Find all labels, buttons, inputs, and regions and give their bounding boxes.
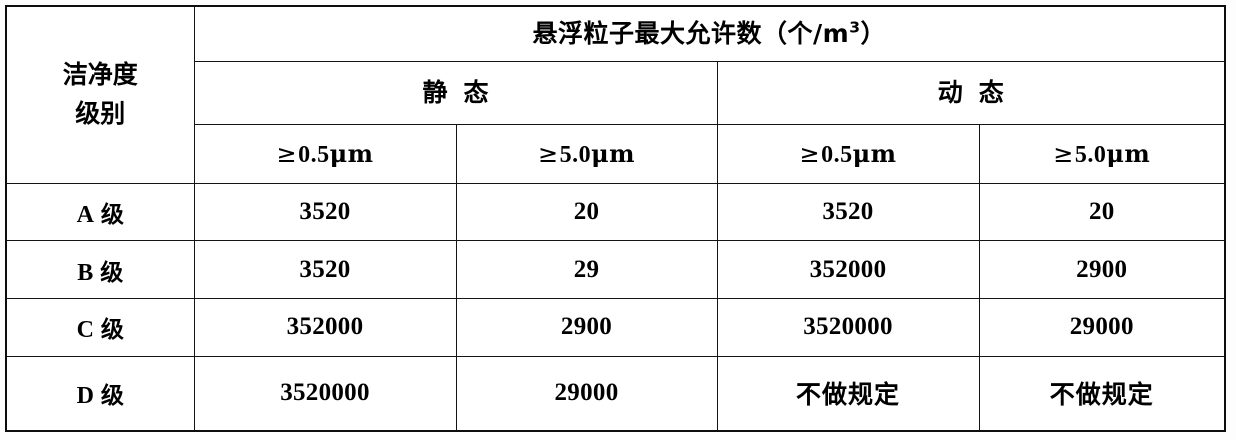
grade-suffix: 级 bbox=[100, 201, 124, 228]
size-unit: μm bbox=[591, 138, 636, 168]
header-cell-dynamic-50: ≥5.0μm bbox=[978, 123, 1226, 184]
ge-symbol: ≥ bbox=[1053, 139, 1074, 168]
cell-dynamic-05: 3520 bbox=[716, 182, 980, 242]
grade-letter: C bbox=[76, 317, 94, 344]
grade-letter: A bbox=[76, 201, 94, 228]
state-label-static: 静态 bbox=[422, 78, 505, 108]
airborne-particle-limits-table: 洁净度 级别 悬浮粒子最大允许数（个/m3） 静态 动态 ≥0.5μ bbox=[5, 5, 1226, 432]
header-cell-title: 悬浮粒子最大允许数（个/m3） bbox=[193, 5, 1226, 63]
grade-suffix: 级 bbox=[100, 383, 124, 410]
grade-letter: B bbox=[77, 259, 94, 286]
state-label-dynamic: 动态 bbox=[937, 78, 1020, 108]
cell-static-50: 2900 bbox=[455, 297, 718, 357]
size-unit: μm bbox=[852, 138, 897, 168]
size-unit: μm bbox=[329, 138, 374, 168]
cell-dynamic-05: 不做规定 bbox=[716, 355, 980, 432]
cell-static-50: 29000 bbox=[455, 355, 718, 432]
header-cell-grade: 洁净度 级别 bbox=[5, 5, 195, 184]
header-cell-state-dynamic: 动态 bbox=[716, 61, 1226, 125]
cell-dynamic-50: 29000 bbox=[978, 297, 1226, 357]
header-cell-dynamic-05: ≥0.5μm bbox=[716, 123, 980, 184]
grade-letter: D bbox=[76, 383, 94, 410]
ge-symbol: ≥ bbox=[537, 139, 559, 168]
cell-dynamic-50: 不做规定 bbox=[978, 355, 1226, 432]
size-value: 5.0 bbox=[559, 141, 592, 168]
cell-static-05: 3520 bbox=[193, 182, 457, 242]
header-row-state: 静态 动态 bbox=[6, 61, 1226, 125]
header-cell-static-05: ≥0.5μm bbox=[193, 123, 457, 184]
ge-symbol: ≥ bbox=[276, 139, 298, 168]
grade-suffix: 级 bbox=[100, 317, 124, 344]
grade-header-line-2: 级别 bbox=[75, 98, 126, 128]
table-title-superscript: 3 bbox=[849, 19, 861, 38]
size-value: 0.5 bbox=[821, 141, 853, 168]
cell-dynamic-50: 2900 bbox=[978, 240, 1226, 299]
header-cell-state-static: 静态 bbox=[193, 61, 718, 125]
grade-header-line-1: 洁净度 bbox=[62, 60, 138, 90]
ge-symbol: ≥ bbox=[799, 139, 821, 168]
size-unit: μm bbox=[1106, 138, 1151, 168]
size-value: 5.0 bbox=[1074, 141, 1107, 168]
cell-dynamic-05: 3520000 bbox=[716, 297, 980, 357]
header-cell-static-50: ≥5.0μm bbox=[455, 123, 718, 184]
grade-suffix: 级 bbox=[100, 259, 124, 286]
table-title: 悬浮粒子最大允许数（个/m3） bbox=[533, 19, 887, 48]
table-title-text-after: ） bbox=[860, 19, 886, 49]
cell-static-50: 29 bbox=[455, 240, 718, 299]
cell-dynamic-50: 20 bbox=[978, 182, 1226, 242]
table-title-text-before: 悬浮粒子最大允许数（个/m bbox=[532, 19, 850, 49]
size-value: 0.5 bbox=[298, 141, 330, 168]
cell-dynamic-05: 352000 bbox=[716, 240, 980, 299]
cell-static-05: 3520 bbox=[193, 240, 457, 299]
header-row-size: ≥0.5μm ≥5.0μm ≥0.5μm ≥5.0μm bbox=[6, 123, 1226, 184]
cell-static-50: 20 bbox=[455, 182, 718, 242]
cell-static-05: 352000 bbox=[193, 297, 457, 357]
header-row-title: 洁净度 级别 悬浮粒子最大允许数（个/m3） bbox=[5, 5, 1226, 184]
cell-static-05: 3520000 bbox=[193, 355, 457, 432]
